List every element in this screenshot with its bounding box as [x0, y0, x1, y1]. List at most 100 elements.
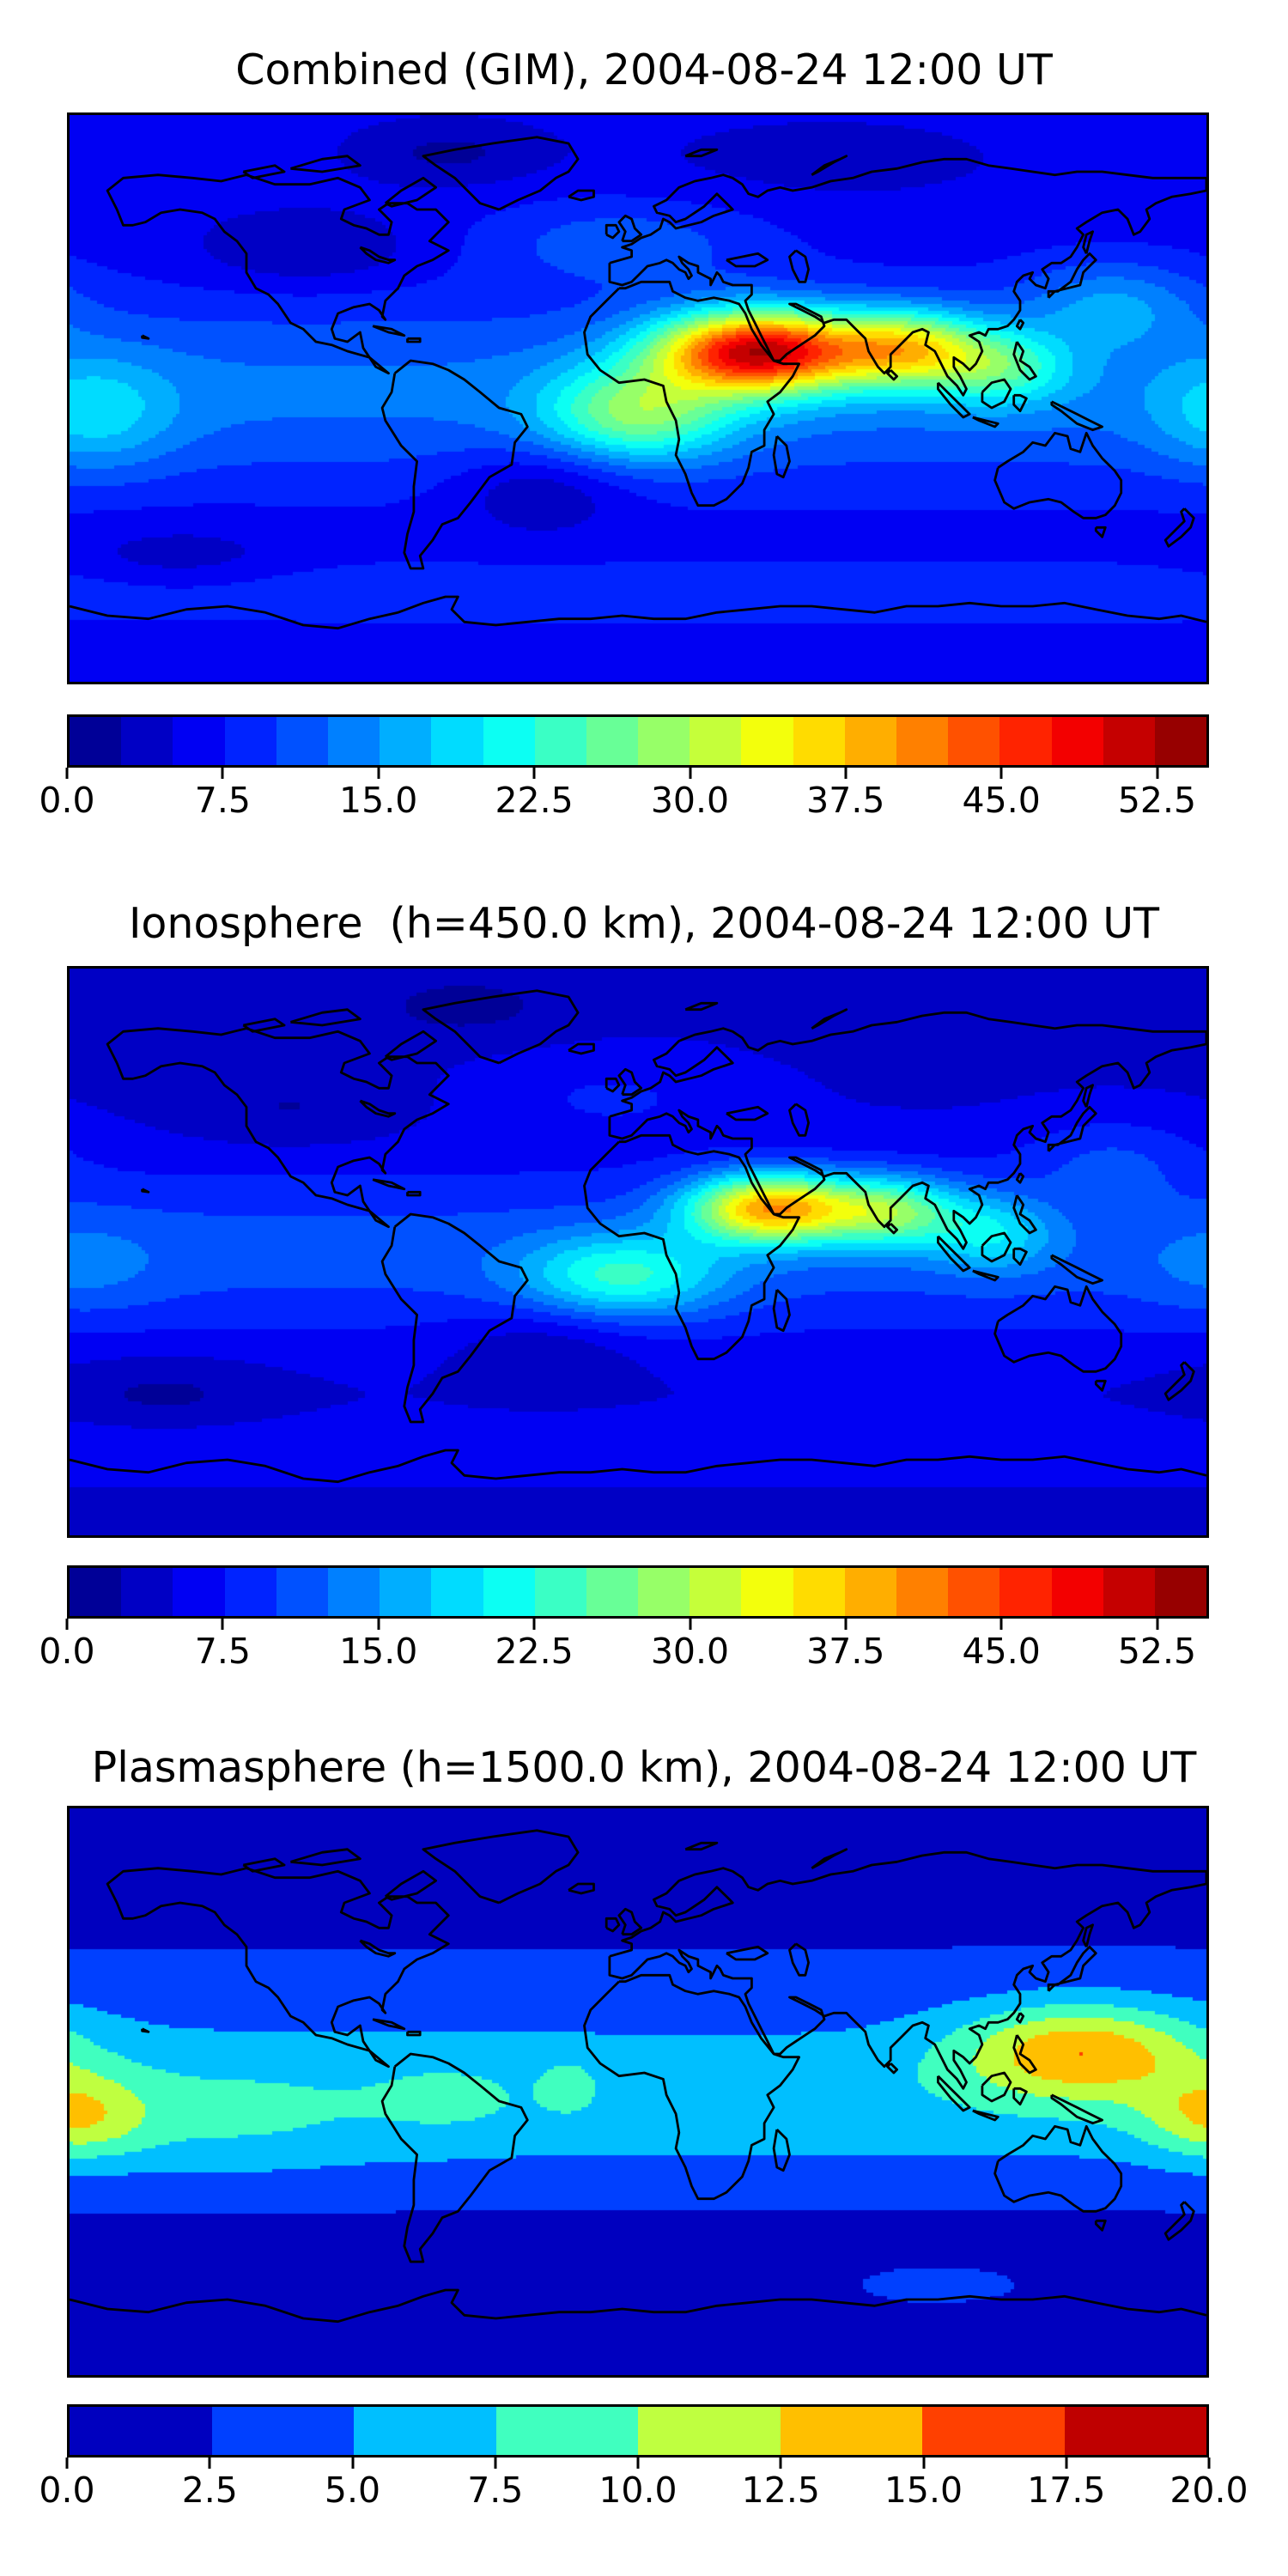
- colorbar-segment: [224, 717, 276, 765]
- colorbar-segment: [276, 1568, 328, 1616]
- colorbar-tick: [65, 2458, 69, 2469]
- colorbar-segment: [327, 717, 380, 765]
- colorbar-tick-label: 0.0: [39, 1631, 95, 1672]
- colorbar-segment: [327, 1568, 380, 1616]
- colorbar-segment: [896, 1568, 949, 1616]
- colorbar-ticks-ionosphere: [65, 1619, 1209, 1631]
- colorbar-segment: [741, 1568, 793, 1616]
- colorbar-tick-label: 52.5: [1117, 780, 1197, 821]
- colorbar-segment: [173, 1568, 225, 1616]
- coastline-path: [70, 1829, 1206, 2324]
- colorbar-tick: [532, 768, 536, 779]
- colorbar-tick-label: 52.5: [1117, 1631, 1197, 1672]
- colorbar-segment: [948, 1568, 1000, 1616]
- colorbar-segment: [534, 717, 586, 765]
- colorbar-labels-combined: 0.0 7.5 15.0 22.5 30.0 37.5 45.0 52.5: [0, 780, 1288, 824]
- colorbar-tick-label: 22.5: [495, 780, 574, 821]
- colorbar-tick-label: 2.5: [181, 2470, 238, 2511]
- colorbar-segment: [896, 717, 949, 765]
- colorbar-tick: [208, 2458, 211, 2469]
- colorbar-segment: [780, 2407, 922, 2455]
- coastline-path: [70, 136, 1206, 630]
- colorbar-segment: [380, 717, 432, 765]
- contour-field-canvas: [70, 1808, 1206, 2375]
- colorbar-combined: [67, 714, 1209, 768]
- colorbar-tick: [351, 2458, 354, 2469]
- colorbar-tick: [1065, 2458, 1068, 2469]
- colorbar-ticks-plasmasphere: [65, 2458, 1211, 2470]
- panel-title-plasmasphere: Plasmasphere (h=1500.0 km), 2004-08-24 1…: [91, 1743, 1197, 1792]
- colorbar-tick-label: 7.5: [194, 1631, 251, 1672]
- colorbar-segment: [999, 1568, 1052, 1616]
- colorbar-tick: [779, 2458, 782, 2469]
- colorbar-segment: [741, 717, 793, 765]
- colorbar-tick-label: 15.0: [339, 1631, 418, 1672]
- colorbar-segment: [380, 1568, 432, 1616]
- colorbar-tick-label: 22.5: [495, 1631, 574, 1672]
- colorbar-segment: [793, 1568, 845, 1616]
- colorbar-tick-label: 37.5: [806, 780, 885, 821]
- colorbar-tick: [999, 1619, 1003, 1630]
- colorbar-ticks-combined: [65, 768, 1209, 780]
- colorbar-tick: [377, 1619, 380, 1630]
- colorbar-segment: [690, 717, 742, 765]
- colorbar-segment: [121, 717, 173, 765]
- colorbar-labels-plasmasphere: 0.0 2.5 5.0 7.5 10.0 12.5 15.0 17.5 20.0: [0, 2470, 1288, 2514]
- colorbar-segment: [1064, 2407, 1206, 2455]
- colorbar-segment: [224, 1568, 276, 1616]
- colorbar-segment: [121, 1568, 173, 1616]
- colorbar-tick: [532, 1619, 536, 1630]
- colorbar-segment: [1103, 1568, 1155, 1616]
- colorbar-tick: [65, 1619, 69, 1630]
- colorbar-tick: [844, 768, 848, 779]
- colorbar-segment: [1051, 1568, 1103, 1616]
- colorbar-tick: [1207, 2458, 1211, 2469]
- coastline-overlay: [70, 989, 1206, 1484]
- colorbar-tick: [844, 1619, 848, 1630]
- colorbar-segment: [586, 717, 639, 765]
- colorbar-tick: [221, 1619, 224, 1630]
- colorbar-tick-label: 0.0: [39, 780, 95, 821]
- colorbar-tick-label: 45.0: [962, 780, 1041, 821]
- colorbar-tick-label: 10.0: [598, 2470, 677, 2511]
- colorbar-tick: [65, 768, 69, 779]
- colorbar-segment: [1103, 717, 1155, 765]
- colorbar-plasmasphere: [67, 2404, 1209, 2458]
- colorbar-tick-label: 5.0: [324, 2470, 381, 2511]
- colorbar-tick: [494, 2458, 497, 2469]
- coastline-path: [70, 989, 1206, 1484]
- colorbar-segment: [211, 2407, 354, 2455]
- colorbar-tick: [1156, 768, 1158, 779]
- colorbar-tick: [689, 768, 691, 779]
- contour-field-canvas: [70, 969, 1206, 1535]
- colorbar-segment: [495, 2407, 638, 2455]
- colorbar-segment: [638, 1568, 690, 1616]
- colorbar-segment: [173, 717, 225, 765]
- colorbar-tick: [922, 2458, 925, 2469]
- colorbar-segment: [1154, 1568, 1207, 1616]
- colorbar-tick-label: 17.5: [1027, 2470, 1106, 2511]
- colorbar-segment: [638, 717, 690, 765]
- colorbar-segment: [70, 717, 122, 765]
- colorbar-segment: [431, 717, 483, 765]
- colorbar-segment: [483, 717, 535, 765]
- colorbar-segment: [793, 717, 845, 765]
- colorbar-tick-label: 20.0: [1170, 2470, 1249, 2511]
- contour-field-canvas: [70, 115, 1206, 682]
- colorbar-segment: [534, 1568, 586, 1616]
- colorbar-tick-label: 37.5: [806, 1631, 885, 1672]
- colorbar-segment: [354, 2407, 496, 2455]
- colorbar-ionosphere: [67, 1565, 1209, 1619]
- colorbar-tick: [377, 768, 380, 779]
- colorbar-segment: [483, 1568, 535, 1616]
- colorbar-tick-label: 15.0: [884, 2470, 963, 2511]
- colorbar-segment: [844, 1568, 896, 1616]
- colorbar-tick-label: 30.0: [650, 1631, 730, 1672]
- colorbar-segment: [1051, 717, 1103, 765]
- colorbar-segment: [948, 717, 1000, 765]
- colorbar-segment: [70, 2407, 212, 2455]
- colorbar-segment: [1154, 717, 1207, 765]
- colorbar-tick: [221, 768, 224, 779]
- coastline-overlay: [70, 1829, 1206, 2324]
